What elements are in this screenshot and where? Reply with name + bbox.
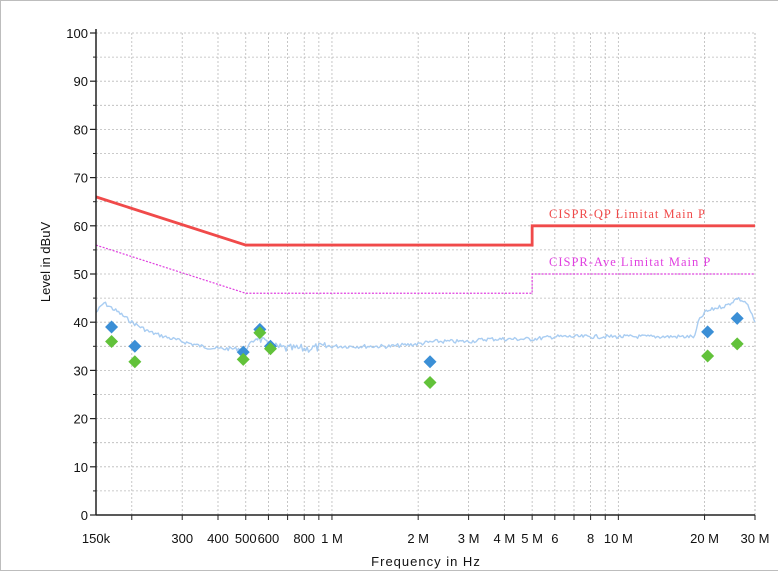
y-tick-label: 40	[74, 315, 88, 330]
series-label: CISPR-QP Limitat Main P	[549, 207, 706, 221]
marker-qp	[128, 339, 142, 353]
y-tick-label: 90	[74, 74, 88, 89]
x-tick-label: 10 M	[604, 531, 633, 546]
marker-av	[128, 355, 142, 369]
x-tick-label: 8	[587, 531, 594, 546]
y-tick-label: 0	[81, 508, 88, 523]
x-tick-label: 800	[293, 531, 315, 546]
series-qp-limit	[95, 195, 755, 247]
marker-av	[701, 349, 715, 363]
y-tick-label: 50	[74, 267, 88, 282]
y-tick-label: 30	[74, 363, 88, 378]
x-tick-label: 4 M	[494, 531, 516, 546]
marker-av	[105, 334, 119, 348]
marker-av	[730, 337, 744, 351]
marker-av	[236, 352, 250, 366]
x-tick-label: 5 M	[521, 531, 543, 546]
marker-qp	[236, 345, 250, 359]
x-tick-label: 300	[171, 531, 193, 546]
series-spectrum	[95, 296, 756, 353]
marker-qp	[730, 311, 744, 325]
marker-qp	[701, 325, 715, 339]
x-tick-label: 20 M	[690, 531, 719, 546]
x-tick-label: 2 M	[407, 531, 429, 546]
y-tick-label: 10	[74, 460, 88, 475]
series-ave-limit	[95, 244, 755, 294]
marker-qp	[423, 355, 437, 369]
y-tick-label: 80	[74, 122, 88, 137]
marker-av	[253, 326, 267, 340]
x-tick-label: 600	[258, 531, 280, 546]
marker-av	[263, 342, 277, 356]
x-tick-label: 150k	[82, 531, 111, 546]
series-label: CISPR-Ave Limitat Main P	[549, 255, 711, 269]
y-tick-label: 60	[74, 219, 88, 234]
marker-qp	[105, 320, 119, 334]
x-tick-label: 400	[207, 531, 229, 546]
labels-layer: CISPR-QP Limitat Main P CISPR-Ave Limitat…	[549, 207, 711, 269]
x-tick-label: 30 M	[741, 531, 770, 546]
grid	[96, 32, 756, 515]
x-tick-label: 1 M	[321, 531, 343, 546]
y-tick-label: 20	[74, 412, 88, 427]
y-tick-label: 70	[74, 171, 88, 186]
x-tick-label: 3 M	[458, 531, 480, 546]
markers-layer	[105, 311, 744, 389]
y-axis-label: Level in dBuV	[38, 222, 53, 303]
marker-av	[423, 375, 437, 389]
x-tick-label: 500	[235, 531, 257, 546]
y-tick-label: 100	[66, 26, 88, 41]
x-tick-label: 6	[551, 531, 558, 546]
x-axis-label: Frequency in Hz	[371, 554, 481, 569]
axes: 0 10 20 30 40 50 60 70 80 90 100 150k 300 400 500 600 80…	[66, 26, 769, 546]
series-layer	[95, 195, 756, 353]
